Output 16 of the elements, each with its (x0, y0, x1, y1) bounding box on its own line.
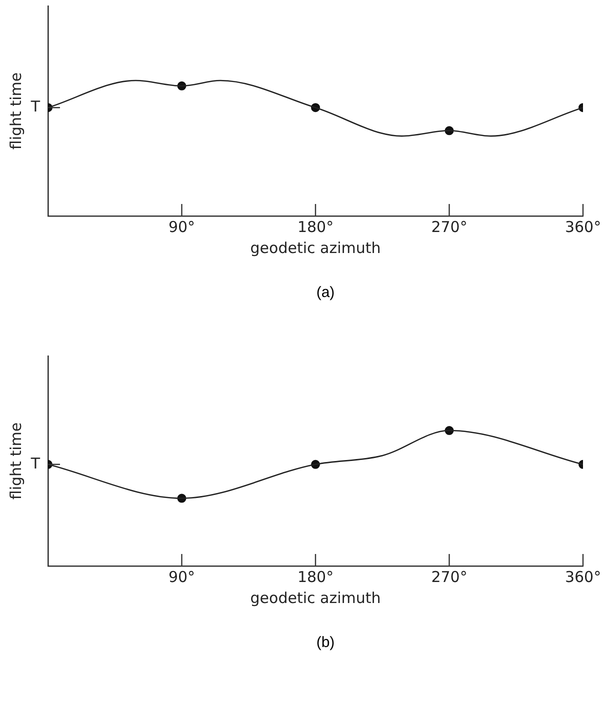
x-tick-label: 270° (431, 568, 468, 586)
x-tick-label: 90° (168, 218, 196, 236)
x-tick-label: 360° (564, 568, 602, 586)
x-axis-title: geodetic azimuth (250, 238, 381, 257)
x-tick-label: 360° (564, 218, 602, 236)
x-tick-label: 180° (297, 218, 334, 236)
text: T (30, 454, 41, 472)
y-axis-title: flight time (6, 72, 25, 150)
x-axis-title: geodetic azimuth (250, 588, 381, 607)
text: (b) (315, 634, 336, 651)
x-tick-label: 270° (431, 218, 468, 236)
text: T (30, 98, 41, 116)
x-tick-label: 180° (297, 568, 334, 586)
text: (a) (315, 284, 336, 301)
y-axis-title: flight time (6, 422, 25, 500)
x-tick-label: 90° (168, 568, 196, 586)
